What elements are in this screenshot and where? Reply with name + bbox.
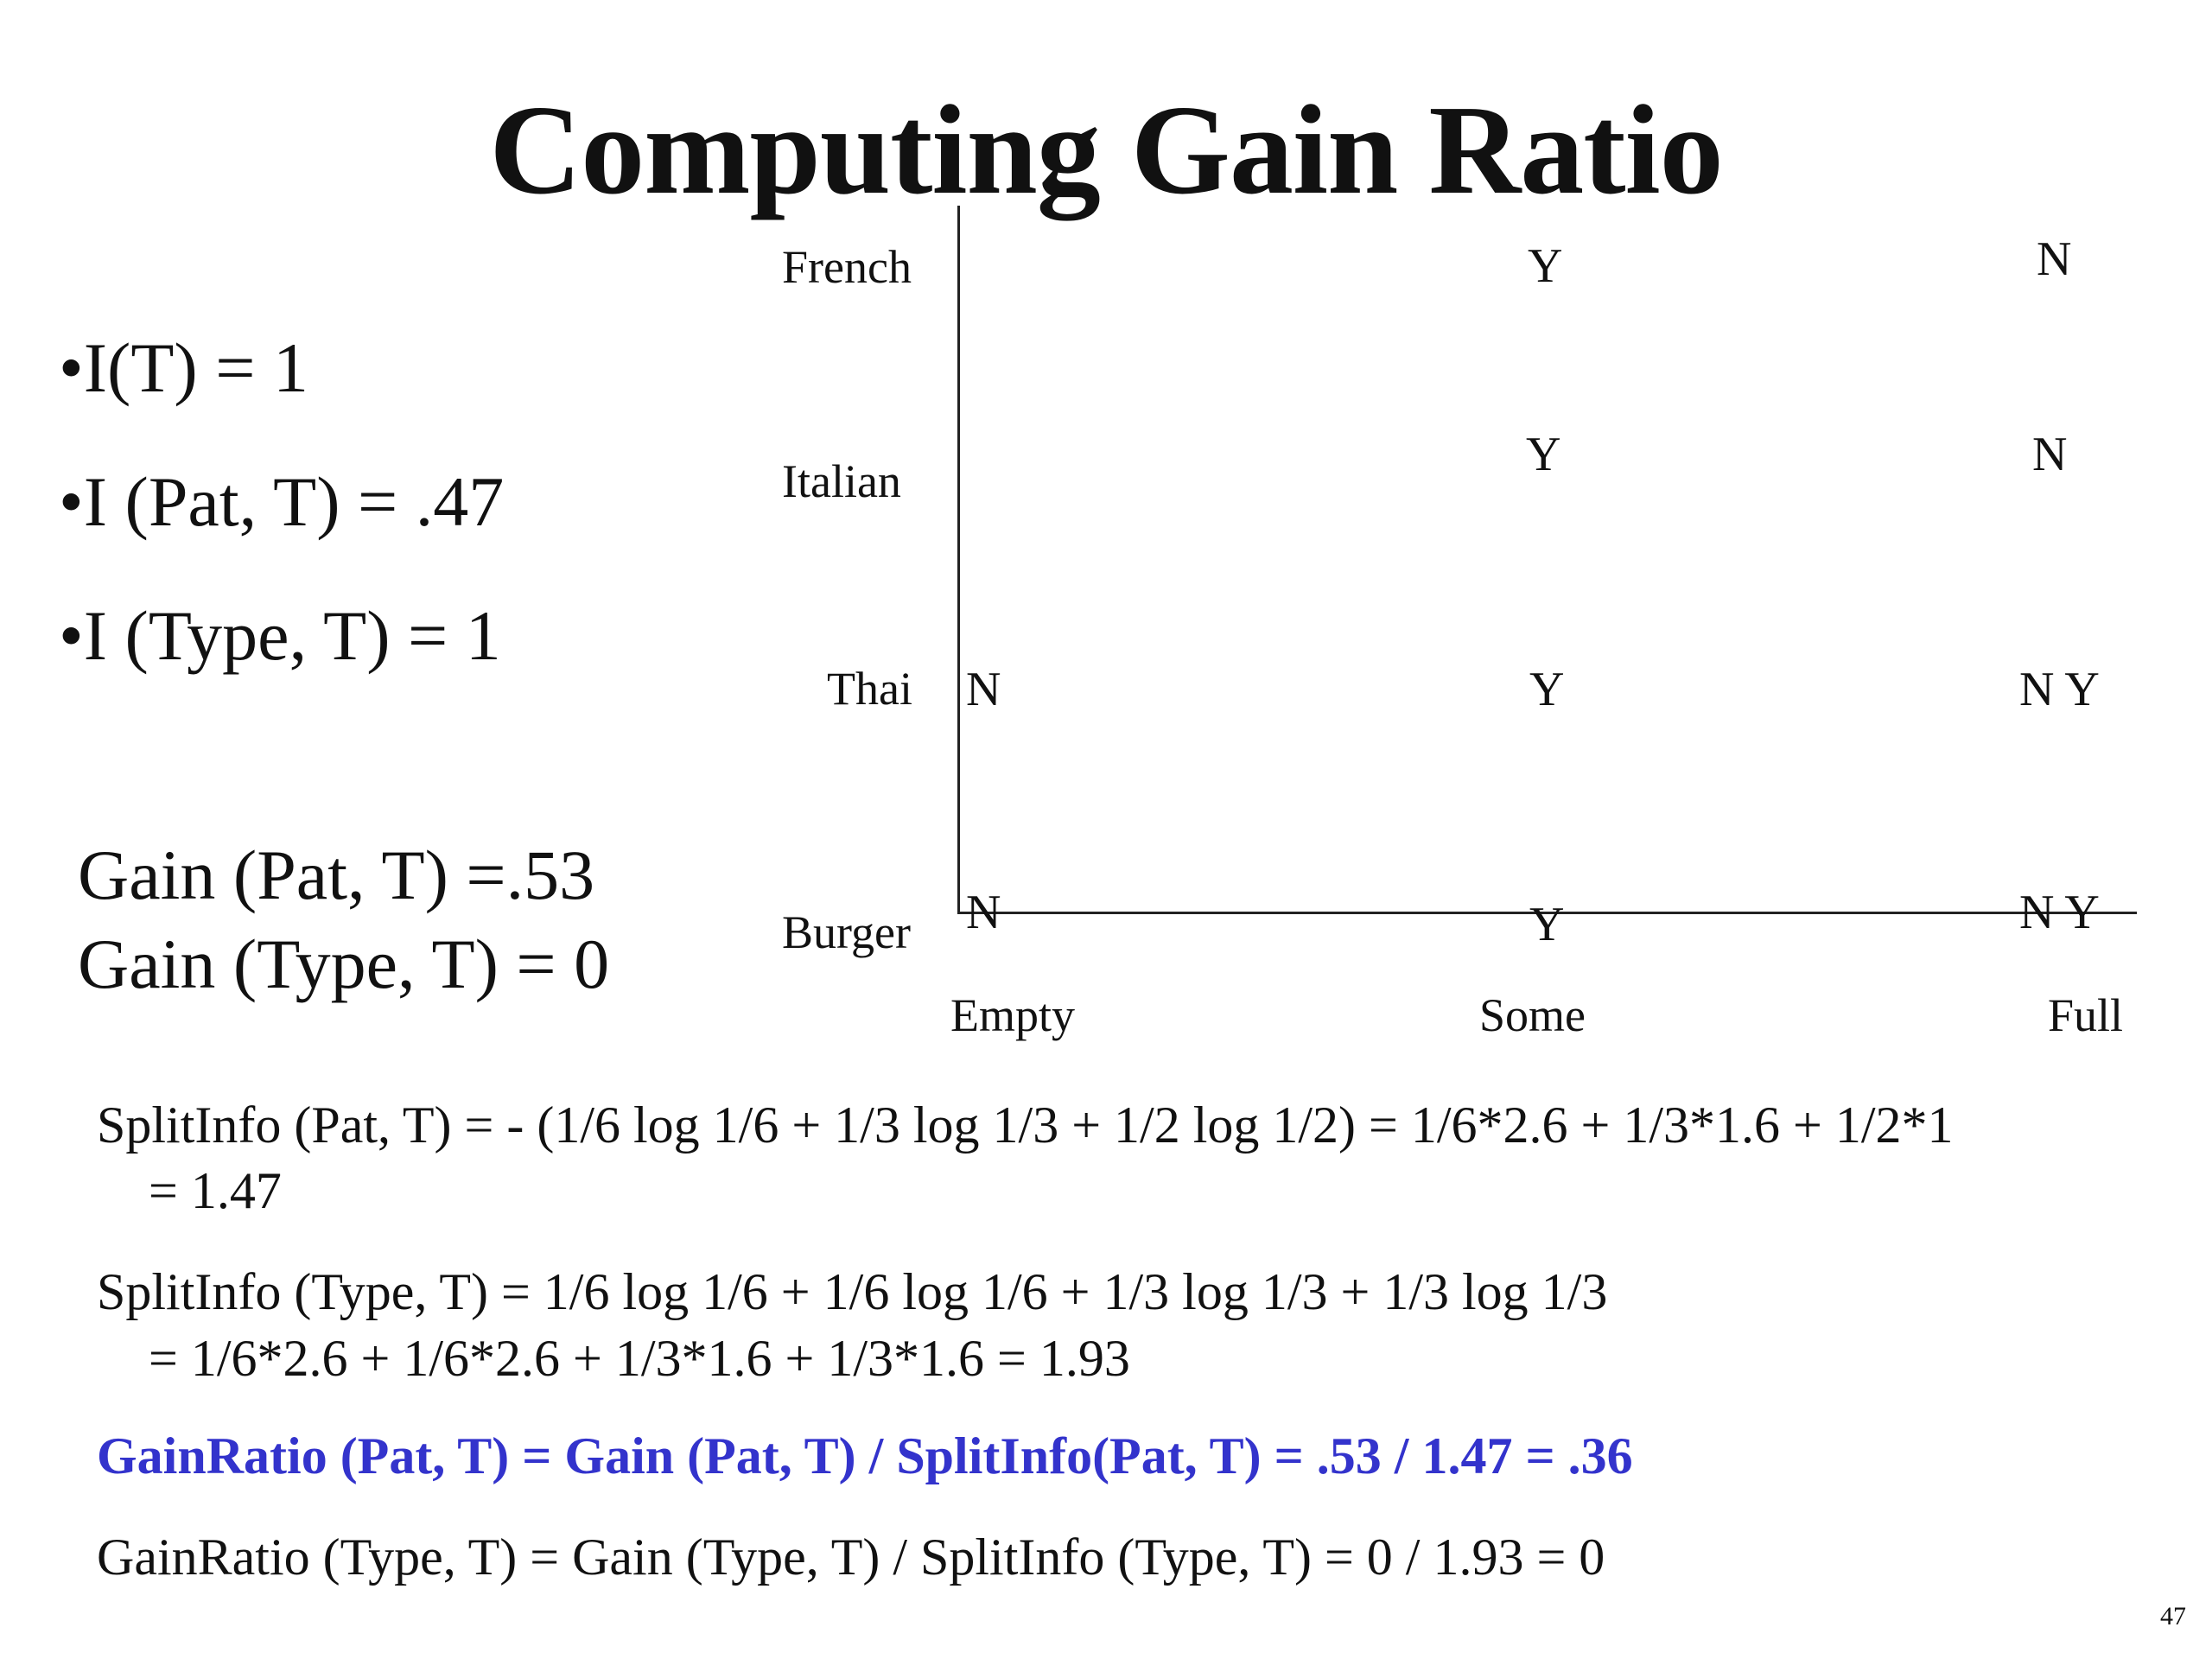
gainratio-type: GainRatio (Type, T) = Gain (Type, T) / S… xyxy=(97,1529,1605,1586)
col-label-some: Some xyxy=(1479,989,1586,1041)
cell-italian-some: Y xyxy=(1526,428,1561,481)
cell-french-some: Y xyxy=(1528,239,1563,293)
grid-vertical-axis xyxy=(957,206,960,914)
col-label-empty: Empty xyxy=(950,989,1075,1041)
cell-thai-some: Y xyxy=(1529,663,1565,716)
bullet-entropy-pat: •I (Pat, T) = .47 xyxy=(59,462,505,541)
bullet-entropy-type: •I (Type, T) = 1 xyxy=(59,596,501,675)
splitinfo-type-line1: SplitInfo (Type, T) = 1/6 log 1/6 + 1/6 … xyxy=(97,1263,1608,1320)
row-label-french: French xyxy=(782,241,912,293)
splitinfo-type-line2: = 1/6*2.6 + 1/6*2.6 + 1/3*1.6 + 1/3*1.6 … xyxy=(149,1330,1130,1387)
splitinfo-pat-line2: = 1.47 xyxy=(149,1162,282,1219)
cell-burger-full: N Y xyxy=(2019,886,2100,939)
slide-title: Computing Gain Ratio xyxy=(489,79,1723,221)
cell-thai-empty: N xyxy=(966,663,1001,716)
cell-french-full: N xyxy=(2037,232,2072,286)
bullet-entropy-t: •I(T) = 1 xyxy=(59,328,308,407)
cell-thai-full: N Y xyxy=(2019,663,2100,716)
gain-type: Gain (Type, T) = 0 xyxy=(78,925,610,1003)
grid-horizontal-axis xyxy=(957,912,2137,914)
page-number: 47 xyxy=(2160,1602,2186,1630)
splitinfo-pat-line1: SplitInfo (Pat, T) = - (1/6 log 1/6 + 1/… xyxy=(97,1096,1954,1154)
cell-burger-empty: N xyxy=(966,886,1001,939)
row-label-thai: Thai xyxy=(827,663,912,715)
cell-italian-full: N xyxy=(2032,428,2068,481)
row-label-burger: Burger xyxy=(782,906,911,958)
cell-burger-some: Y xyxy=(1529,898,1565,951)
row-label-italian: Italian xyxy=(782,455,901,507)
col-label-full: Full xyxy=(2048,989,2124,1041)
gainratio-pat: GainRatio (Pat, T) = Gain (Pat, T) / Spl… xyxy=(97,1427,1633,1484)
gain-pat: Gain (Pat, T) =.53 xyxy=(78,836,595,914)
